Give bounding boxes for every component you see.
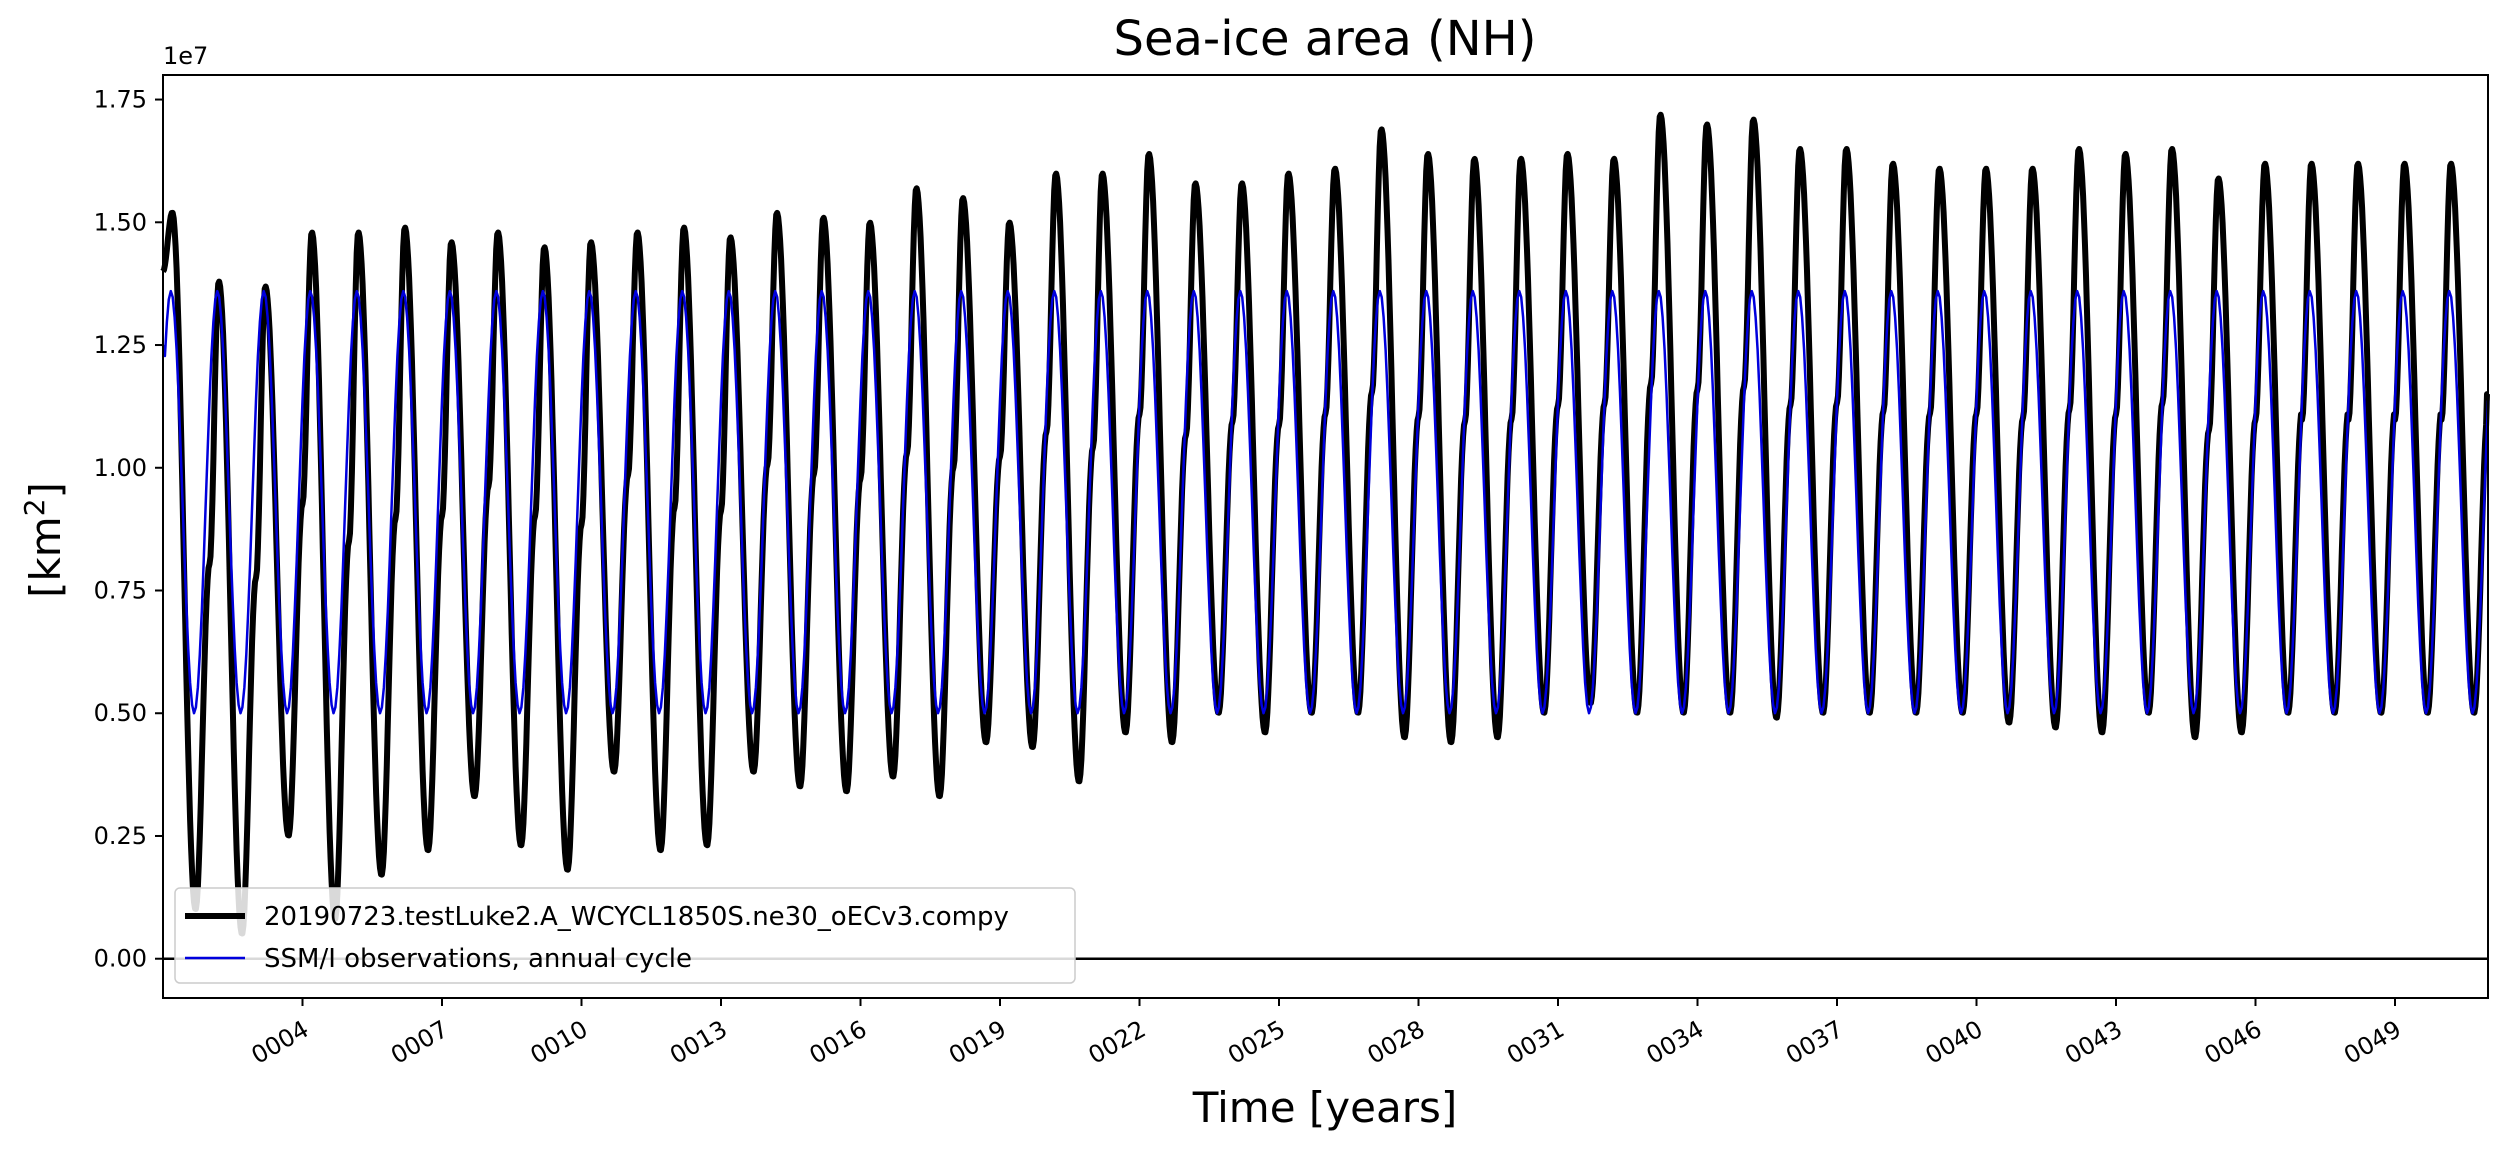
y-tick-label: 1.75 (94, 86, 147, 114)
series-model-line (160, 111, 2490, 937)
y-ticks: 0.00 0.25 0.50 0.75 1.00 1.25 1.50 1.75 (94, 86, 163, 973)
y-axis-label: [km2] (18, 482, 70, 598)
chart-title: Sea-ice area (NH) (1114, 11, 1537, 67)
x-tick-label: 0040 (1921, 1015, 1988, 1070)
x-ticks: 0004 0007 0010 0013 0016 0019 0022 0025 0028 0031… (247, 998, 2406, 1070)
x-axis-label: Time [years] (1192, 1083, 1458, 1132)
series-observations-line (161, 289, 2490, 715)
x-tick-label: 0019 (944, 1015, 1011, 1070)
legend-label-obs: SSM/I observations, annual cycle (264, 944, 692, 974)
x-tick-label: 0013 (665, 1015, 732, 1070)
legend-label-model: 20190723.testLuke2.A_WCYCL1850S.ne30_oEC… (264, 902, 1009, 932)
y-tick-label: 1.00 (94, 454, 147, 482)
legend: 20190723.testLuke2.A_WCYCL1850S.ne30_oEC… (174, 887, 1076, 984)
y-tick-label: 1.50 (94, 208, 147, 236)
series-layer (160, 111, 2490, 937)
plot-frame (162, 74, 2489, 999)
x-tick-label: 0046 (2200, 1015, 2267, 1070)
x-tick-label: 0010 (526, 1015, 593, 1070)
x-tick-label: 0049 (2339, 1015, 2406, 1070)
x-tick-label: 0022 (1084, 1015, 1151, 1070)
y-tick-label: 0.00 (94, 945, 147, 973)
x-tick-label: 0025 (1223, 1015, 1290, 1070)
legend-box (174, 887, 1076, 984)
y-tick-label: 0.25 (94, 822, 147, 850)
y-tick-label: 1.25 (94, 331, 147, 359)
x-tick-label: 0034 (1642, 1015, 1709, 1070)
y-scale-label: 1e7 (163, 42, 208, 70)
x-tick-label: 0031 (1502, 1015, 1569, 1070)
y-tick-label: 0.75 (94, 577, 147, 605)
x-tick-label: 0043 (2060, 1015, 2127, 1070)
y-tick-label: 0.50 (94, 699, 147, 727)
x-tick-label: 0004 (247, 1015, 314, 1070)
x-tick-label: 0028 (1363, 1015, 1430, 1070)
x-tick-label: 0037 (1781, 1015, 1848, 1070)
x-tick-label: 0016 (805, 1015, 872, 1070)
x-tick-label: 0007 (386, 1015, 453, 1070)
